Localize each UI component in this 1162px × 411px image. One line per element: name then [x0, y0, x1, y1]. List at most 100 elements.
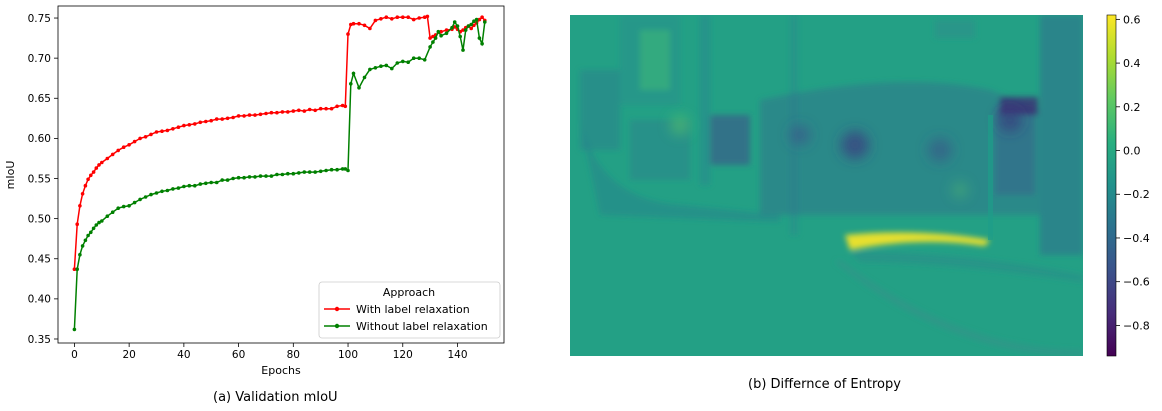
series-0-point [477, 17, 482, 22]
colorbar-tick-label: −0.4 [1123, 232, 1150, 245]
series-1-point [469, 22, 474, 27]
y-tick-label: 0.40 [28, 294, 51, 306]
series-1-point [110, 210, 115, 214]
series-1-point [225, 178, 230, 182]
series-0-point [417, 16, 422, 20]
caption-right: (b) Differnce of Entropy [748, 377, 901, 392]
series-0-point [116, 148, 120, 153]
x-tick-label: 20 [122, 349, 135, 361]
heatmap-dark-spots [670, 108, 1022, 198]
series-1-point [439, 33, 443, 38]
series-0-point [182, 123, 186, 128]
series-1-point [368, 67, 372, 72]
series-0-point [362, 23, 367, 28]
series-1-point [431, 40, 435, 44]
series-0-point [307, 107, 312, 112]
series-0-point [480, 15, 484, 19]
series-0-point [94, 166, 99, 170]
series-1-point [258, 174, 263, 178]
colorbar-tick-label: −0.6 [1123, 276, 1150, 289]
series-1-point [149, 192, 153, 197]
series-1-point [340, 167, 345, 171]
series-0-point [132, 139, 137, 144]
series-0-point [428, 36, 432, 40]
series-0-point [401, 15, 405, 19]
x-tick-label: 0 [71, 349, 78, 361]
series-1-point [286, 171, 290, 176]
series-1-point [209, 180, 213, 185]
series-1-point [458, 34, 463, 39]
series-1-point [127, 204, 131, 208]
series-1-point [105, 214, 110, 218]
series-1-point [349, 82, 353, 86]
y-tick-label: 0.75 [28, 13, 51, 25]
y-tick-label: 0.55 [28, 173, 51, 185]
series-1-point [187, 183, 192, 188]
series-0-point [384, 15, 389, 19]
y-tick-label: 0.50 [28, 213, 51, 225]
y-tick-label: 0.35 [28, 334, 51, 346]
series-0-point [100, 160, 104, 165]
series-0-point [193, 122, 197, 126]
series-1-point [75, 267, 79, 272]
colorbar-ticks: 0.6 0.4 0.2 0.0 −0.2 −0.4 −0.6 −0.8 [1116, 13, 1150, 332]
series-0-point [214, 117, 219, 121]
series-0-point [318, 106, 323, 111]
series-1-point [132, 200, 137, 205]
series-0-point [176, 125, 181, 129]
series-1-point [253, 175, 257, 179]
series-1-point [193, 183, 197, 188]
series-0-point [105, 156, 110, 161]
series-0-point [187, 123, 192, 127]
series-1-point [83, 238, 88, 243]
series-1-point [91, 226, 96, 231]
series-0-point [220, 117, 224, 121]
caption-left: (a) Validation mIoU [213, 390, 338, 405]
series-1-point [242, 175, 246, 180]
series-1-point [477, 36, 482, 40]
series-0-point [452, 25, 457, 29]
series-1-point [422, 58, 427, 62]
series-1-point [80, 244, 85, 248]
series-1-point [165, 188, 170, 193]
x-tick-label: 120 [393, 349, 413, 361]
legend-title: Approach [383, 286, 435, 299]
series-1-point [313, 170, 318, 174]
series-1-point [433, 36, 438, 40]
x-tick-label: 60 [232, 349, 245, 361]
series-0-point [91, 170, 96, 174]
series-1-point [428, 45, 432, 49]
series-1-point [78, 252, 82, 257]
series-1-point [89, 230, 93, 235]
series-0-point [461, 28, 465, 32]
series-0-point [335, 104, 339, 109]
series-1-point [121, 204, 126, 209]
series-1-point [417, 56, 422, 60]
series-0-point [406, 15, 411, 19]
series-1-point [72, 327, 77, 332]
series-1-point [116, 206, 120, 210]
series-1-point [291, 171, 296, 176]
colorbar: 0.6 0.4 0.2 0.0 −0.2 −0.4 −0.6 −0.8 [1106, 13, 1150, 357]
series-0-point [78, 204, 82, 208]
legend-label-with-relaxation: With label relaxation [356, 303, 470, 316]
pole-highlight [988, 115, 993, 240]
colorbar-tick-label: −0.2 [1123, 188, 1150, 201]
series-0-point [324, 106, 328, 111]
series-1-point [452, 20, 457, 24]
y-tick-label: 0.60 [28, 133, 51, 145]
legend-box [318, 281, 501, 339]
series-0-point [231, 115, 235, 120]
series-1-point [171, 187, 175, 191]
series-0-point [86, 177, 90, 182]
colorbar-gradient [1106, 14, 1117, 357]
heatmap-structures [580, 15, 1083, 356]
series-1-point [94, 223, 99, 227]
series-1-point [324, 168, 328, 173]
series-1-point [455, 24, 460, 28]
colorbar-tick-label: 0.2 [1123, 101, 1141, 114]
series-1-point [411, 56, 416, 60]
series-0-point [379, 17, 383, 21]
legend: Approach With label relaxation Without l… [318, 281, 501, 339]
series-1-point [269, 174, 274, 178]
